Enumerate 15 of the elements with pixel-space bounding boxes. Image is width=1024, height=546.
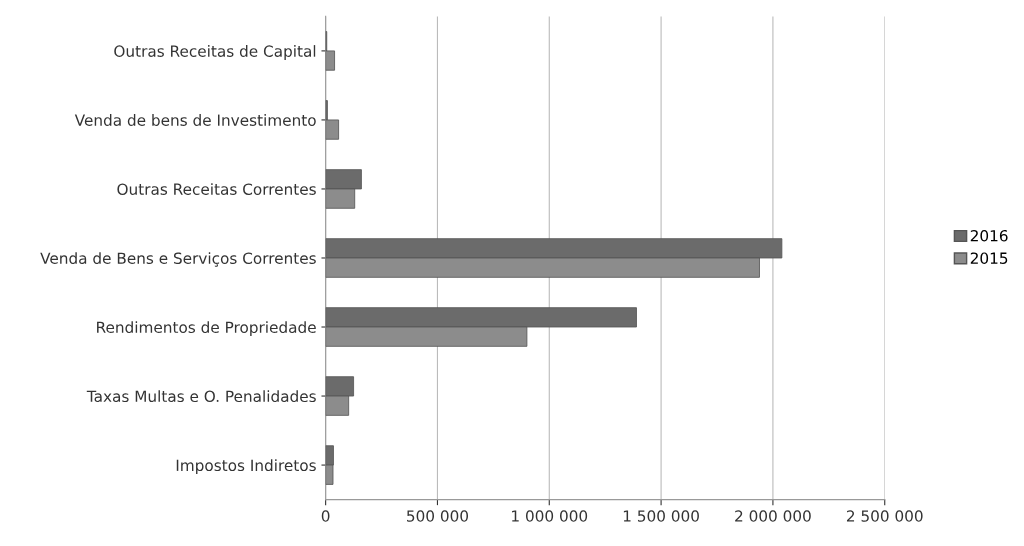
y-tick-label: Venda de Bens e Serviços Correntes bbox=[40, 252, 316, 267]
x-tick-label: 0 bbox=[321, 510, 330, 522]
x-tick-label: 500 000 bbox=[407, 510, 469, 522]
x-tick-label: 1 000 000 bbox=[512, 510, 588, 522]
x-tick-label: 1 500 000 bbox=[623, 510, 699, 522]
y-tick-label: Outras Receitas de Capital bbox=[114, 45, 316, 60]
legend-label: 2016 bbox=[970, 229, 1008, 242]
y-tick-label: Outras Receitas Correntes bbox=[117, 183, 316, 195]
y-tick-label: Rendimentos de Propriedade bbox=[97, 321, 316, 336]
legend-label: 2015 bbox=[970, 252, 1008, 264]
x-tick-label: 2 000 000 bbox=[735, 510, 811, 522]
y-tick-label: Taxas Multas e O. Penalidades bbox=[86, 390, 316, 403]
y-tick-label: Venda de bens de Investimento bbox=[74, 114, 316, 126]
x-tick-label: 2 500 000 bbox=[846, 510, 923, 522]
y-tick-label: Impostos Indiretos bbox=[176, 459, 316, 475]
